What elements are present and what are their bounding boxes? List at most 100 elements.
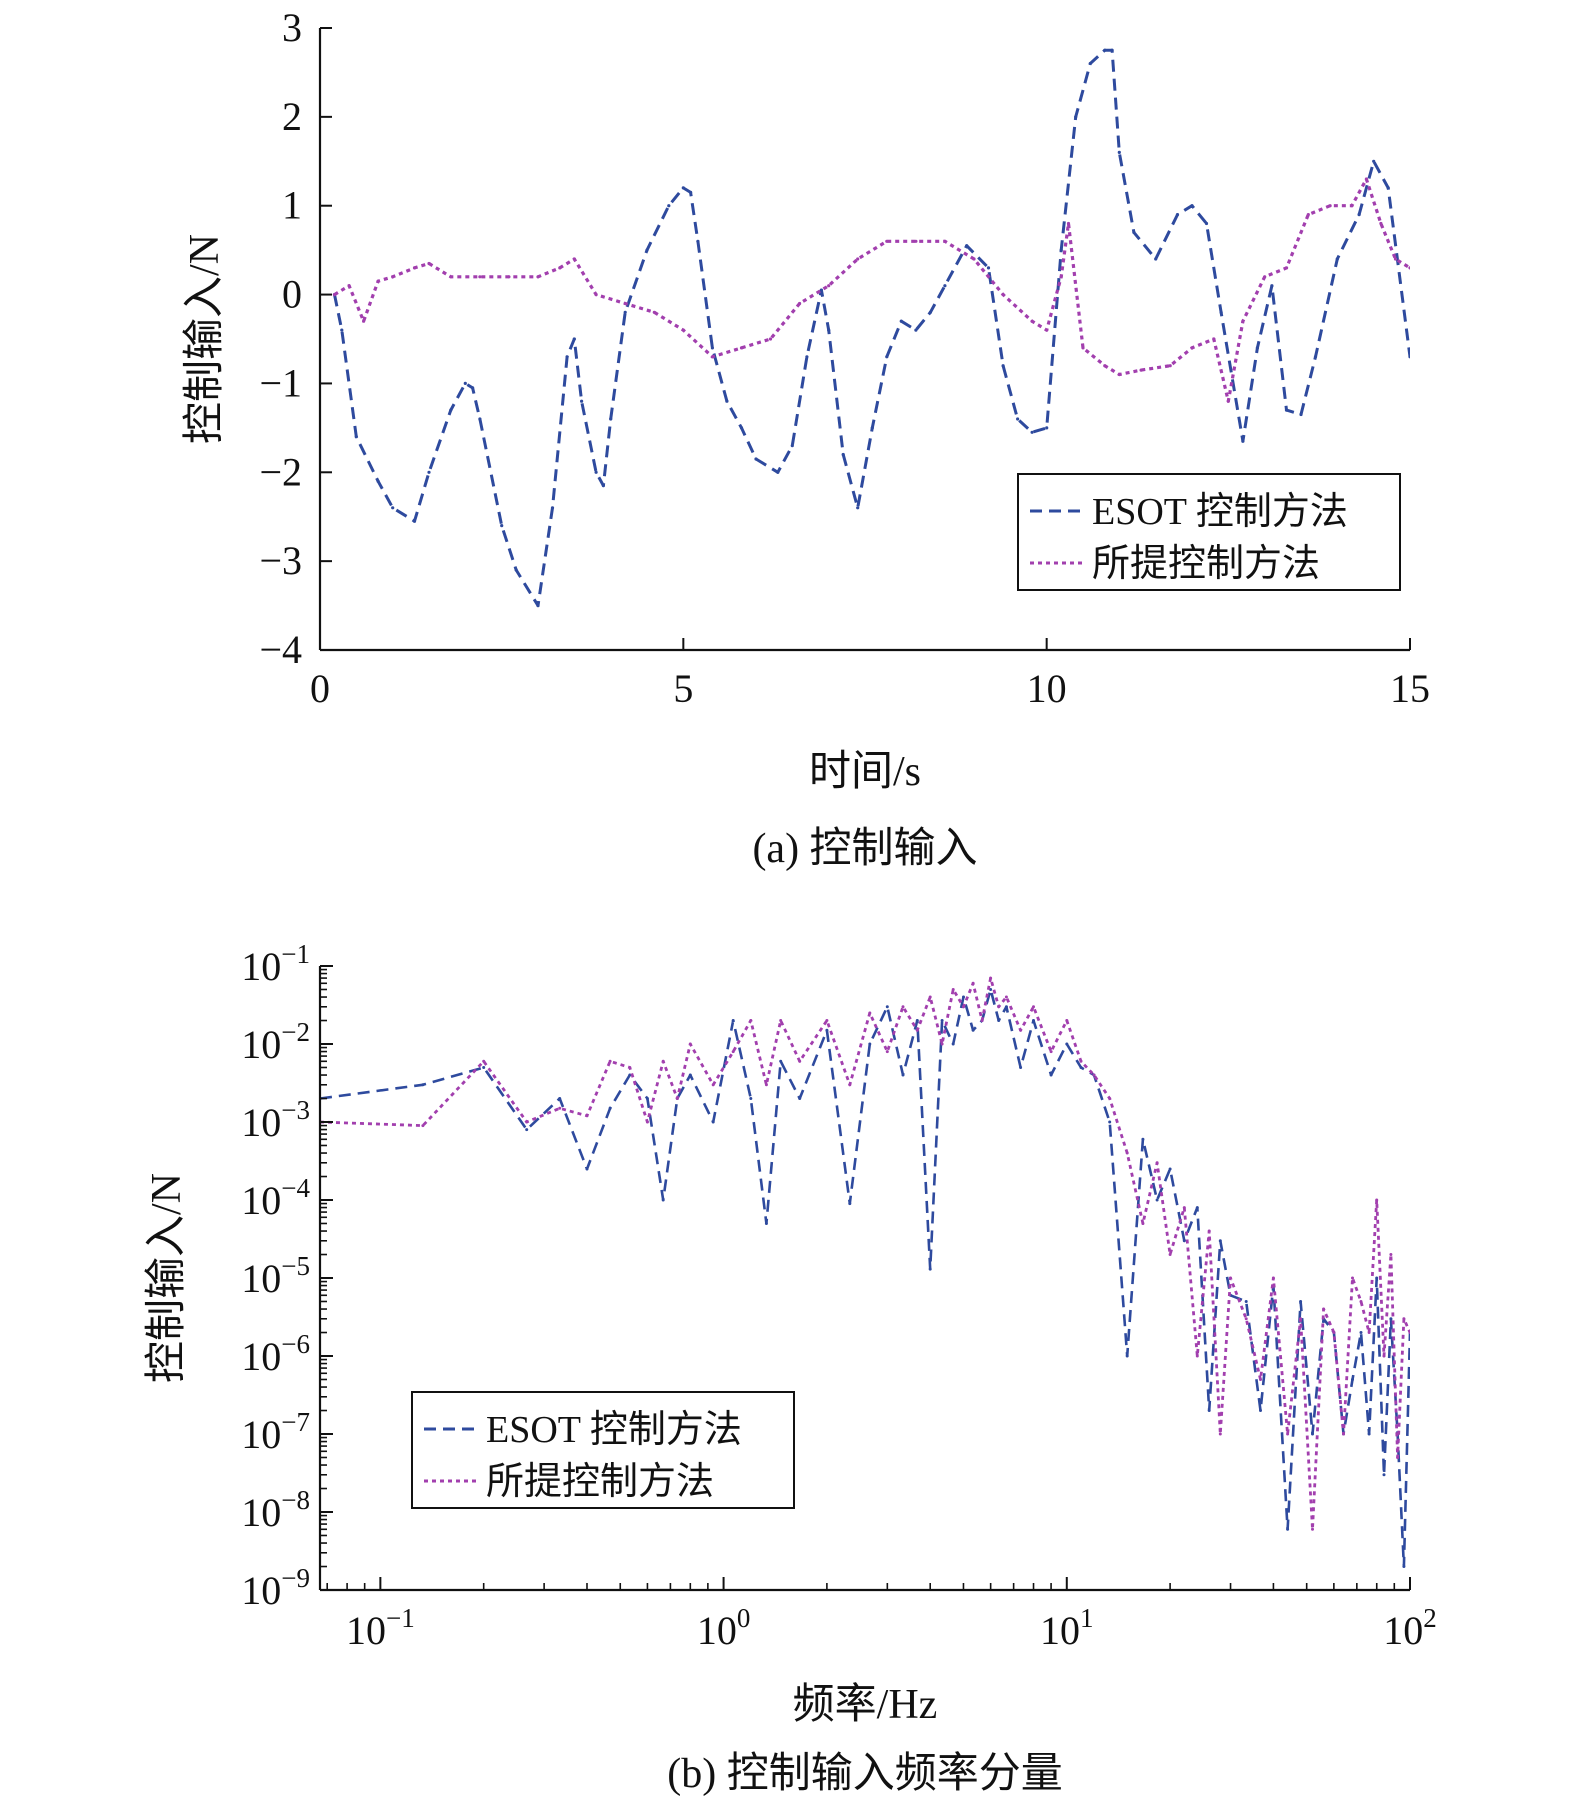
chart-b-point [848,1083,852,1087]
chart-a-point [827,328,831,332]
chart-a-point [427,261,431,266]
chart-a-ticks: 0 5 10 15 −4 −3 −2 −1 0 1 2 3 [259,5,1430,711]
chart-b-point [885,1005,889,1009]
chart-a-point [914,328,918,332]
chart-a-point [899,319,903,323]
chart-a-point [986,266,991,270]
chart-b-point [688,1042,692,1046]
chart-a-point [914,239,918,243]
chart-b-point [885,1050,889,1054]
chart-b-legend: ESOT 控制方法 所提控制方法 [411,1391,795,1509]
chart-b-xtick-label: 100 [697,1603,751,1653]
chart-a-point [1357,213,1361,217]
chart-a-point [827,284,831,288]
chart-b-point [1125,1354,1129,1358]
chart-b-point [1375,1276,1379,1280]
chart-a-point [805,355,809,359]
chart-b-point [1229,1276,1232,1280]
chart-b-point [1382,1354,1386,1358]
chart-b-point [645,1120,649,1124]
chart-a-ytick-label: 0 [282,272,302,317]
chart-a-point [1132,230,1136,234]
chart-b-ytick-label: 10−8 [241,1485,310,1535]
chart-a-point [1154,257,1158,261]
chart-b-point [1286,1432,1290,1436]
chart-b-point [1408,1331,1410,1334]
chart-b-point [608,1059,612,1063]
chart-b-point [421,1083,425,1087]
chart-a-point [391,506,395,510]
chart-a-point [449,275,453,279]
chart-a-ytick-label: 2 [282,94,302,139]
chart-a-point [1066,221,1071,226]
chart-a-point [332,293,337,297]
chart-b-point [1168,1167,1172,1171]
chart-b-point [971,1028,975,1032]
chart-b-point [525,1128,529,1132]
chart-b-point [1079,1066,1083,1069]
chart-a-point [798,301,802,306]
chart-b-point [915,1028,919,1032]
chart-b-point [585,1167,589,1171]
chart-a-point [928,310,933,314]
chart-b-ytick-label: 10−7 [241,1407,310,1457]
chart-a-point [681,186,685,190]
chart-b-point [731,1050,735,1054]
chart-a-point [1117,150,1121,154]
chart-b-point [997,1019,1001,1022]
chart-b-ytick-label: 10−1 [241,939,310,989]
chart-a-point [1175,213,1180,217]
chart-a-point [514,568,518,572]
chart-a-point [1139,368,1143,372]
chart-b-point [868,1011,872,1015]
chart-b-point [1332,1331,1336,1334]
chart-b-point [1125,1151,1129,1155]
chart-a-point [391,275,395,279]
chart-b-point [688,1073,692,1077]
chart-b-point [1019,1028,1023,1032]
chart-b-legend-esot-label: ESOT 控制方法 [486,1409,742,1451]
chart-a-xtick-label: 0 [310,666,330,711]
chart-a-point [1045,328,1049,332]
chart-b-ytick-label: 10−6 [241,1329,310,1379]
chart-b-point [1402,1317,1406,1321]
chart-a-point [1016,417,1020,421]
chart-a-point [1350,204,1354,208]
chart-b-point [1092,1073,1096,1077]
chart-a-point [1270,284,1274,288]
chart-a-point [1117,372,1121,377]
chart-a-point [856,506,860,510]
chart-b-point [1322,1307,1326,1311]
chart-b-point [1286,1527,1290,1531]
chart-a-legend-esot-label: ESOT 控制方法 [1092,491,1348,533]
chart-b-point [1259,1378,1262,1381]
chart-a-point [580,399,584,403]
chart-a-point [1284,408,1289,412]
chart-a-point [790,444,794,448]
chart-b-point [1244,1300,1248,1303]
chart-a-point [1328,204,1332,208]
chart-b-point [661,1198,665,1202]
chart-a-point [885,355,889,359]
chart-a-point [943,284,947,288]
chart-a-point [696,239,700,243]
chart-b-ticks: 10−1 100 101 102 10−9 10−8 10−7 10−6 10−5 10−4 10−… [241,939,1436,1653]
chart-a-ytick-label: −3 [259,538,302,583]
chart-b-caption: (b) 控制输入频率分量 [667,1750,1062,1797]
chart-b-point [951,1042,955,1046]
chart-b-point [1351,1276,1354,1280]
chart-a-point [710,355,715,359]
chart-b-point [1367,1432,1371,1436]
chart-b-point [749,1097,753,1100]
chart-b-point [798,1097,802,1100]
chart-a-point [1059,275,1063,279]
chart-b-point [962,1005,965,1009]
chart-b-ytick-label: 10−4 [241,1173,310,1223]
chart-b-point [1065,1019,1069,1022]
chart-b-point [1141,1137,1145,1141]
chart-a-point [536,275,540,279]
chart-b-legend-box [411,1391,795,1509]
chart-a-point [1081,346,1085,350]
chart-a-point [819,288,824,292]
chart-a-point [1088,61,1092,66]
